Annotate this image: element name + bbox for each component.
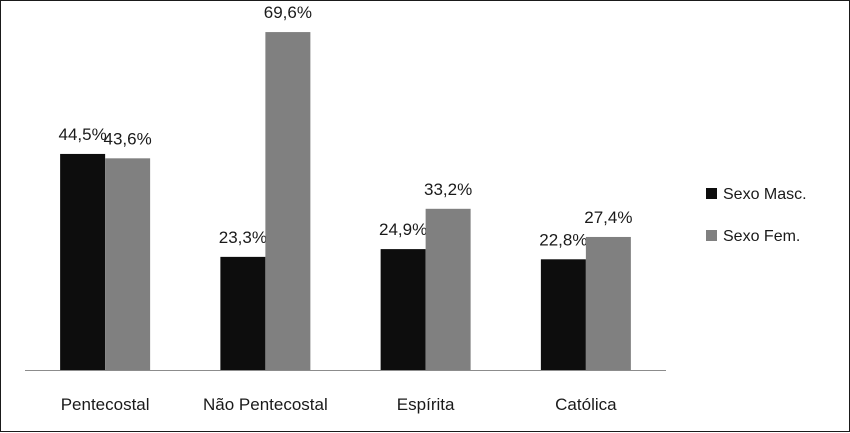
value-label-masc-3: 22,8%: [539, 230, 587, 249]
value-label-masc-1: 23,3%: [219, 228, 267, 247]
value-label-masc-2: 24,9%: [379, 220, 427, 239]
legend-swatch-masc: [706, 188, 717, 199]
legend-label-fem: Sexo Fem.: [723, 228, 800, 245]
bar-fem-2: [425, 208, 471, 370]
category-label-3: Católica: [555, 395, 617, 414]
bar-fem-3: [585, 236, 631, 370]
legend-swatch-fem: [706, 230, 717, 241]
bar-masc-0: [60, 153, 106, 370]
bar-masc-1: [220, 256, 266, 370]
bar-fem-0: [105, 158, 151, 370]
value-label-fem-1: 69,6%: [264, 3, 312, 22]
bar-masc-2: [380, 249, 426, 370]
value-label-masc-0: 44,5%: [59, 125, 107, 144]
bar-masc-3: [540, 259, 586, 370]
category-label-2: Espírita: [397, 395, 455, 414]
value-label-fem-0: 43,6%: [104, 129, 152, 148]
legend-label-masc: Sexo Masc.: [723, 186, 807, 203]
value-label-fem-2: 33,2%: [424, 180, 472, 199]
bar-fem-1: [265, 32, 311, 371]
value-label-fem-3: 27,4%: [584, 208, 632, 227]
category-label-0: Pentecostal: [61, 395, 150, 414]
category-label-1: Não Pentecostal: [203, 395, 328, 414]
